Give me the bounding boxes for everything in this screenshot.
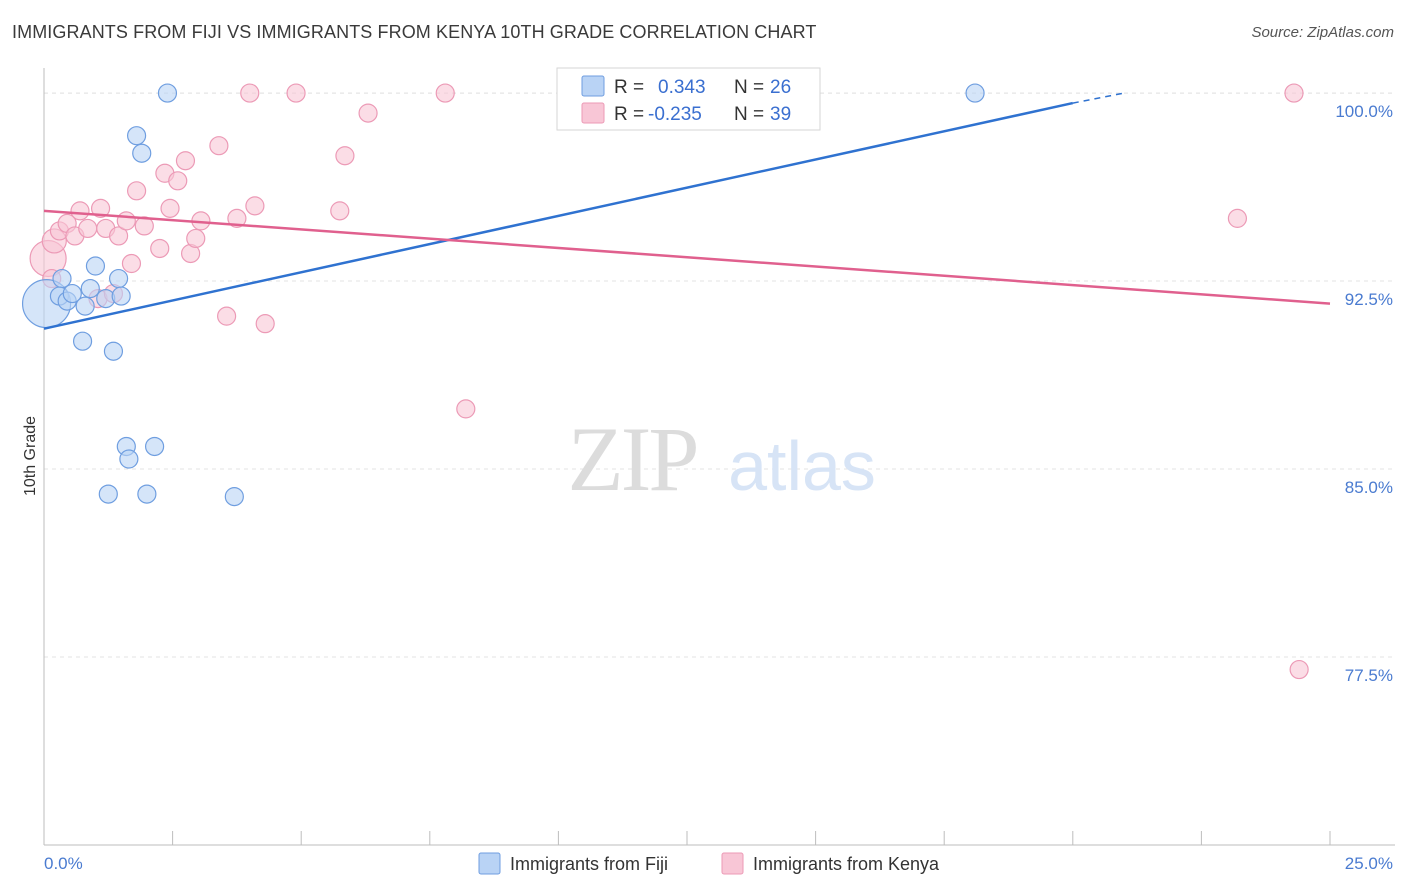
legend-fiji-n-value: 26 [770, 77, 791, 98]
kenya-point [255, 314, 275, 334]
kenya-point [456, 399, 476, 419]
kenya-point [108, 226, 129, 246]
series-fiji-points [21, 83, 985, 507]
watermark-atlas: atlas [728, 427, 876, 505]
legend-kenya-n-label: N = [734, 104, 764, 125]
kenya-point [186, 228, 206, 249]
kenya-point [90, 198, 111, 218]
y-tick-label: 100.0% [1335, 102, 1393, 121]
kenya-point [168, 171, 188, 191]
fiji-point [108, 268, 129, 289]
tick-labels: 77.5% 85.0% 92.5% 100.0% 0.0% 25.0% [44, 102, 1393, 873]
watermark: ZIP atlas [568, 408, 876, 510]
kenya-point [209, 136, 229, 156]
fiji-trendline-extension [1072, 92, 1125, 104]
axes [43, 68, 1395, 846]
kenya-point [217, 306, 237, 326]
bottom-legend-kenya-swatch [721, 852, 744, 875]
kenya-point [245, 196, 265, 216]
fiji-point [144, 436, 165, 457]
fiji-trendline [43, 101, 1074, 330]
fiji-point [98, 484, 118, 504]
kenya-trendline [43, 209, 1331, 305]
fiji-point [52, 268, 72, 289]
bottom-legend-fiji-swatch [478, 852, 501, 875]
kenya-point [358, 103, 378, 123]
kenya-point [78, 218, 98, 239]
kenya-point [160, 198, 180, 218]
series-legend: Immigrants from Fiji Immigrants from Ken… [478, 852, 940, 875]
watermark-zip: ZIP [568, 408, 697, 510]
grid-lines [44, 92, 1395, 658]
legend-fiji-r-value: 0.343 [658, 77, 706, 98]
series-kenya-points [29, 83, 1309, 680]
legend-fiji-n-label: N = [734, 77, 764, 98]
kenya-point [121, 253, 142, 274]
fiji-point [965, 83, 985, 103]
fiji-point [62, 283, 82, 304]
fiji-point [75, 296, 95, 316]
kenya-point [240, 83, 260, 103]
kenya-point [435, 83, 455, 103]
y-tick-label: 77.5% [1345, 666, 1393, 685]
chart-title: IMMIGRANTS FROM FIJI VS IMMIGRANTS FROM … [12, 22, 817, 42]
kenya-point [70, 201, 90, 221]
fiji-point [132, 143, 152, 163]
kenya-point [150, 238, 170, 259]
legend-kenya-n-value: 39 [770, 104, 791, 125]
legend-fiji-r-label: R = [614, 77, 644, 98]
fiji-point [224, 487, 244, 507]
kenya-point [227, 208, 247, 228]
fiji-point [126, 126, 147, 146]
kenya-point [286, 83, 306, 103]
stats-legend: R = 0.343 N = 26 R = -0.235 N = 39 [556, 67, 821, 131]
kenya-point [335, 146, 355, 166]
legend-kenya-swatch [581, 102, 605, 124]
fiji-point [85, 256, 106, 276]
kenya-point [116, 211, 136, 231]
x-tick-label: 0.0% [44, 854, 83, 873]
kenya-point [330, 201, 350, 221]
kenya-point [126, 181, 147, 201]
trendlines [43, 92, 1331, 330]
legend-fiji-swatch [581, 75, 605, 97]
fiji-point [119, 449, 139, 469]
bottom-legend-kenya-label: Immigrants from Kenya [753, 854, 940, 874]
bottom-legend-fiji-label: Immigrants from Fiji [510, 854, 668, 874]
x-tick-label: 25.0% [1345, 854, 1393, 873]
fiji-point [137, 484, 157, 504]
y-axis-label: 10th Grade [22, 416, 39, 496]
kenya-point [1289, 659, 1309, 680]
source-label: Source: ZipAtlas.com [1251, 24, 1394, 41]
legend-kenya-r-label: R = [614, 104, 644, 125]
fiji-point [111, 286, 131, 306]
kenya-point [1227, 208, 1248, 228]
fiji-point [72, 331, 93, 351]
kenya-point [175, 151, 196, 171]
fiji-point [103, 341, 124, 361]
fiji-point [157, 83, 178, 103]
y-tick-label: 85.0% [1345, 478, 1393, 497]
y-tick-label: 92.5% [1345, 290, 1393, 309]
legend-kenya-r-value: -0.235 [648, 104, 702, 125]
fiji-point [80, 278, 100, 299]
kenya-point [1284, 83, 1304, 103]
